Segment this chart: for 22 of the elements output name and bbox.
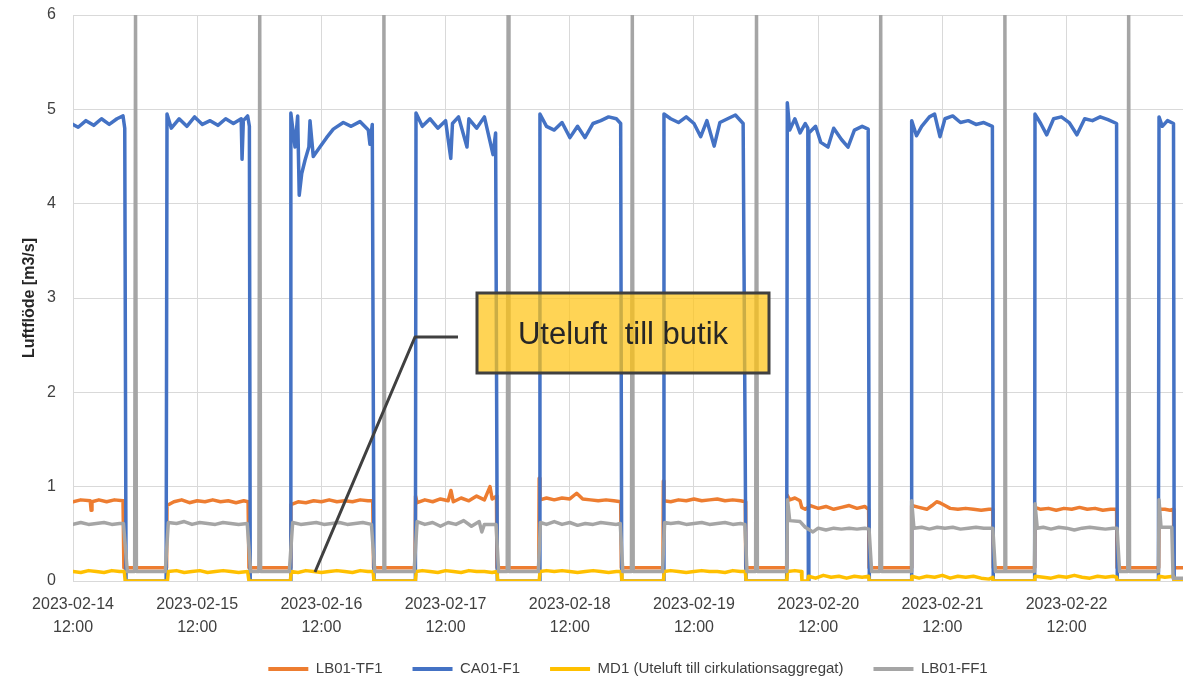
y-tick-label: 3 xyxy=(47,288,57,306)
x-tick-label: 2023-02-15 12:00 xyxy=(156,595,239,636)
legend-label: LB01-FF1 xyxy=(920,659,988,677)
annotation: Uteluft till butik xyxy=(517,315,729,351)
y-tick-label: 5 xyxy=(47,99,57,117)
legend-label: MD1 (Uteluft till cirkulationsaggregat) xyxy=(597,659,844,677)
x-tick-label: 2023-02-18 12:00 xyxy=(528,595,611,636)
y-tick-label: 6 xyxy=(47,5,57,23)
y-tick-label: 1 xyxy=(47,477,57,495)
y-axis-title: Luftflöde [m3/s] xyxy=(20,238,38,358)
x-tick-label: 2023-02-19 12:00 xyxy=(653,595,735,636)
y-tick-label: 4 xyxy=(47,194,57,212)
x-tick-label: 2023-02-22 12:00 xyxy=(1025,595,1108,636)
x-tick-label: 2023-02-16 12:00 xyxy=(280,595,363,636)
x-tick-label: 2023-02-14 12:00 xyxy=(32,595,115,636)
legend-label: LB01-TF1 xyxy=(315,659,383,677)
y-tick-label: 0 xyxy=(47,571,57,589)
x-tick-label: 2023-02-21 12:00 xyxy=(901,595,984,636)
legend-label: CA01-F1 xyxy=(460,659,521,677)
x-tick-label: 2023-02-17 12:00 xyxy=(404,595,487,636)
y-tick-label: 2 xyxy=(47,382,57,400)
x-tick-label: 2023-02-20 12:00 xyxy=(777,595,860,636)
